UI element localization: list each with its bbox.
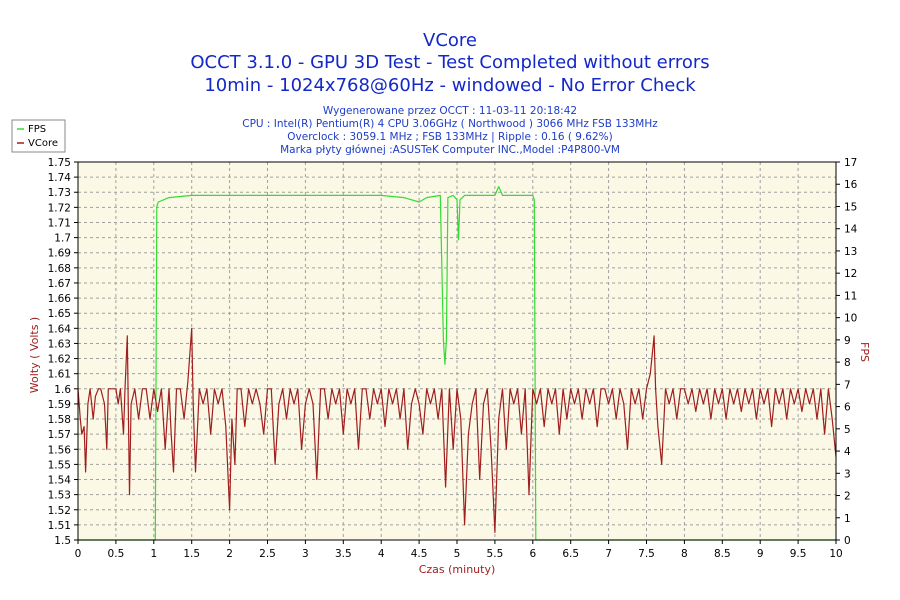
y-left-tick-label: 1.56 — [48, 444, 72, 456]
x-tick-label: 8.5 — [714, 548, 731, 560]
x-tick-label: 5.5 — [487, 548, 504, 560]
y-right-tick-label: 12 — [844, 268, 857, 280]
y-left-tick-label: 1.75 — [48, 157, 71, 169]
series-layer — [77, 185, 837, 541]
y-left-tick-label: 1.65 — [48, 308, 71, 320]
y-right-tick-label: 4 — [844, 446, 851, 458]
y-left-tick-label: 1.71 — [48, 217, 71, 229]
y-left-tick-label: 1.62 — [48, 354, 71, 366]
x-tick-label: 5 — [454, 548, 461, 560]
y-right-tick-label: 0 — [844, 535, 851, 547]
y-right-tick-label: 6 — [844, 402, 851, 414]
x-tick-label: 2.5 — [259, 548, 276, 560]
chart-title: VCore — [423, 30, 477, 51]
legend-fps-label: FPS — [28, 124, 46, 135]
y-axis-left-label: Wolty ( Volts ) — [28, 317, 41, 393]
x-tick-label: 9.5 — [790, 548, 807, 560]
info-line-4: Marka płyty głównej :ASUSTeK Computer IN… — [280, 144, 620, 156]
y-left-tick-label: 1.73 — [48, 187, 71, 199]
x-tick-label: 1.5 — [183, 548, 200, 560]
y-left-tick-label: 1.59 — [48, 399, 71, 411]
y-left-tick-label: 1.52 — [48, 505, 71, 517]
y-left-tick-label: 1.54 — [48, 475, 72, 487]
y-left-tick-label: 1.63 — [48, 338, 71, 350]
x-tick-label: 8 — [681, 548, 688, 560]
x-axis-ticks: 0 0.5 1 1.5 2 2.5 3 3.5 4 4.5 5 5.5 6 6.5 7 7.5 8 8.5 9 9.5… — [75, 540, 843, 560]
x-tick-label: 3 — [302, 548, 309, 560]
y-right-tick-label: 11 — [844, 290, 857, 302]
y-right-tick-label: 14 — [844, 224, 858, 236]
x-tick-label: 1 — [150, 548, 157, 560]
y-left-tick-label: 1.69 — [48, 248, 71, 260]
info-line-1: Wygenerowane przez OCCT : 11-03-11 20:18… — [323, 105, 577, 117]
y-right-tick-label: 3 — [844, 468, 851, 480]
legend-vcore-label: VCore — [28, 138, 58, 149]
y-left-tick-label: 1.58 — [48, 414, 71, 426]
series-line-vcore — [77, 327, 837, 534]
y-right-tick-label: 8 — [844, 357, 851, 369]
y-left-tick-label: 1.68 — [48, 263, 71, 275]
y-axis-left-ticks: 1.5 1.51 1.52 1.53 1.54 1.55 1.56 1.57 1.58 1.59 1… — [48, 157, 78, 547]
y-left-tick-label: 1.64 — [48, 323, 72, 335]
y-left-tick-label: 1.67 — [48, 278, 71, 290]
x-tick-label: 6 — [529, 548, 536, 560]
x-tick-label: 3.5 — [335, 548, 352, 560]
series-line-fps — [78, 185, 836, 541]
y-right-tick-label: 17 — [844, 157, 857, 169]
y-axis-right-label: FPS — [858, 342, 871, 362]
y-left-tick-label: 1.55 — [48, 459, 71, 471]
y-left-tick-label: 1.6 — [54, 384, 71, 396]
x-tick-label: 4 — [378, 548, 385, 560]
x-tick-label: 9 — [757, 548, 764, 560]
y-left-tick-label: 1.53 — [48, 490, 71, 502]
y-right-tick-label: 2 — [844, 491, 851, 503]
y-left-tick-label: 1.66 — [48, 293, 72, 305]
x-tick-label: 0.5 — [108, 548, 125, 560]
x-tick-label: 10 — [829, 548, 842, 560]
y-left-tick-label: 1.7 — [54, 233, 71, 245]
legend: FPS VCore — [11, 119, 66, 153]
info-line-3: Overclock : 3059.1 MHz ; FSB 133MHz | Ri… — [287, 131, 612, 143]
x-tick-label: 2 — [226, 548, 233, 560]
y-right-tick-label: 9 — [844, 335, 851, 347]
chart-subtitle-2: 10min - 1024x768@60Hz - windowed - No Er… — [204, 75, 696, 96]
legend-box — [11, 119, 66, 153]
y-right-tick-label: 10 — [844, 313, 857, 325]
y-left-tick-label: 1.57 — [48, 429, 71, 441]
info-line-2: CPU : Intel(R) Pentium(R) 4 CPU 3.06GHz … — [242, 118, 658, 130]
y-right-tick-label: 7 — [844, 379, 851, 391]
y-left-tick-label: 1.5 — [54, 535, 71, 547]
x-tick-label: 7.5 — [638, 548, 655, 560]
x-tick-label: 7 — [605, 548, 612, 560]
x-tick-label: 4.5 — [411, 548, 428, 560]
y-left-tick-label: 1.61 — [48, 369, 71, 381]
chart-subtitle-1: OCCT 3.1.0 - GPU 3D Test - Test Complete… — [190, 52, 709, 73]
y-right-tick-label: 1 — [844, 513, 851, 525]
y-left-tick-label: 1.51 — [48, 520, 71, 532]
y-right-tick-label: 15 — [844, 201, 857, 213]
x-axis-label: Czas (minuty) — [419, 563, 496, 576]
y-left-tick-label: 1.72 — [48, 202, 71, 214]
x-tick-label: 6.5 — [562, 548, 579, 560]
y-left-tick-label: 1.74 — [48, 172, 72, 184]
y-right-tick-label: 16 — [844, 179, 858, 191]
y-right-tick-label: 5 — [844, 424, 851, 436]
y-right-tick-label: 13 — [844, 246, 857, 258]
x-tick-label: 0 — [75, 548, 82, 560]
